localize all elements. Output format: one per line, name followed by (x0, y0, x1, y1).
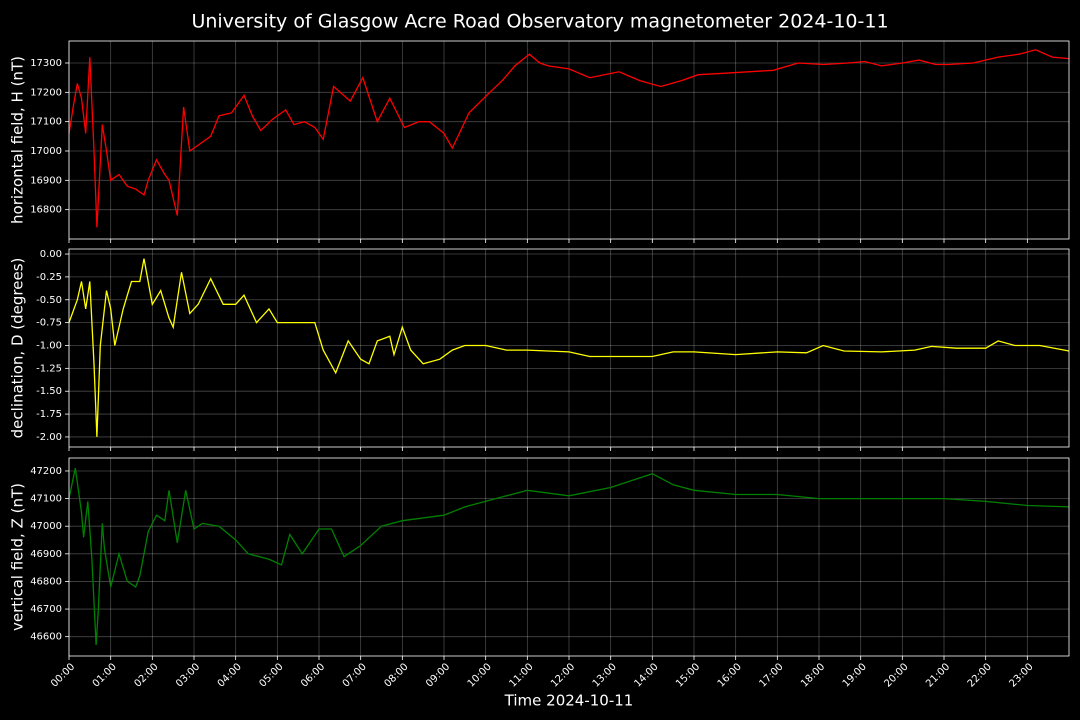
y-axis-label: horizontal field, H (nT) (9, 56, 27, 224)
y-tick-label: 17300 (30, 58, 62, 69)
axes-frame (68, 40, 1070, 240)
y-tick-label: 46900 (30, 549, 62, 560)
y-tick-label: 46800 (30, 576, 62, 587)
y-tick-label: 46600 (30, 632, 62, 643)
y-tick-label: 46700 (30, 604, 62, 615)
y-tick-label: -0.50 (36, 295, 62, 306)
y-tick-label: -0.25 (36, 272, 62, 283)
y-axis-label: vertical field, Z (nT) (9, 483, 27, 631)
data-line (68, 468, 1070, 646)
y-tick-label: -2.00 (36, 432, 62, 443)
y-tick-label: 16900 (30, 175, 62, 186)
y-tick-label: 17100 (30, 117, 62, 128)
y-tick-label: -0.75 (36, 318, 62, 329)
figure-title: University of Glasgow Acre Road Observat… (191, 11, 888, 33)
data-line (68, 258, 1070, 437)
y-tick-label: 16800 (30, 205, 62, 216)
y-tick-label: -1.00 (36, 340, 62, 351)
axes-frame (68, 457, 1070, 657)
y-tick-label: 0.00 (40, 249, 62, 260)
x-axis-label: Time 2024-10-11 (504, 692, 634, 710)
data-line (68, 49, 1070, 228)
y-tick-label: 47000 (30, 521, 62, 532)
y-axis-label: declination, D (degrees) (9, 258, 27, 439)
y-tick-label: 17000 (30, 146, 62, 157)
y-tick-label: 47200 (30, 466, 62, 477)
y-tick-label: 47100 (30, 494, 62, 505)
y-tick-label: -1.25 (36, 363, 62, 374)
y-tick-label: -1.75 (36, 409, 62, 420)
y-tick-label: 17200 (30, 87, 62, 98)
y-tick-label: -1.50 (36, 386, 62, 397)
axes-frame (68, 248, 1070, 448)
